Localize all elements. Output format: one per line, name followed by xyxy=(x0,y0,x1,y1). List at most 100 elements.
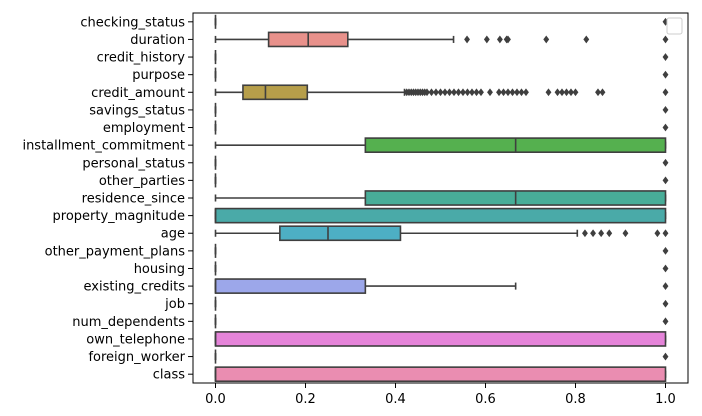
outlier-point xyxy=(662,158,669,167)
box-group-personal-status xyxy=(214,155,669,170)
outlier-point xyxy=(505,35,511,44)
outlier-point xyxy=(598,229,605,238)
box-group-num-dependents xyxy=(214,314,669,329)
box-group-savings-status xyxy=(214,102,669,117)
outlier-point xyxy=(590,229,596,238)
outlier-point xyxy=(662,317,669,326)
outlier-point xyxy=(505,88,511,97)
outlier-point xyxy=(514,88,520,97)
box-group-existing-credits xyxy=(214,278,669,294)
y-tick-label: installment_commitment xyxy=(22,139,185,154)
box-group-job xyxy=(214,296,669,311)
x-tick-label: 0.2 xyxy=(295,392,316,407)
outlier-point xyxy=(437,88,444,97)
outlier-point xyxy=(543,35,550,44)
outlier-point xyxy=(509,88,516,97)
x-tick-label: 0.8 xyxy=(565,392,586,407)
box-group-employment xyxy=(214,120,669,135)
outlier-point xyxy=(595,88,601,97)
y-tick-label: num_dependents xyxy=(72,315,185,330)
y-tick-label: own_telephone xyxy=(86,332,185,347)
outlier-point xyxy=(496,35,503,44)
outlier-point xyxy=(662,264,669,273)
box-group-other-payment-plans xyxy=(214,243,669,258)
outlier-point xyxy=(563,88,570,97)
box-iqr xyxy=(279,225,402,242)
x-tick-label: 0.0 xyxy=(205,392,226,407)
outlier-point xyxy=(433,88,439,97)
outlier-point xyxy=(473,88,480,97)
box-group-other-parties xyxy=(214,173,669,188)
y-tick-label: checking_status xyxy=(80,15,185,30)
outlier-point xyxy=(662,282,669,290)
outlier-point xyxy=(662,352,669,361)
y-tick-label: residence_since xyxy=(82,192,185,207)
outlier-point xyxy=(451,88,457,97)
outlier-point xyxy=(662,246,669,255)
outlier-point xyxy=(568,88,574,97)
y-tick-label: other_parties xyxy=(99,174,185,189)
box-group-own-telephone xyxy=(214,331,667,347)
outlier-point xyxy=(554,88,561,97)
outlier-point xyxy=(483,35,490,44)
x-tick-label: 1.0 xyxy=(655,392,676,407)
outlier-point xyxy=(654,229,661,238)
outlier-point xyxy=(545,88,552,97)
outlier-point xyxy=(662,299,669,308)
outlier-point xyxy=(446,88,453,97)
outlier-point xyxy=(622,229,629,238)
box-iqr xyxy=(214,331,667,347)
y-tick-label: credit_amount xyxy=(91,86,185,101)
legend-box xyxy=(666,17,683,35)
outlier-point xyxy=(428,88,435,97)
box-group-checking-status xyxy=(214,14,669,29)
box-group-housing xyxy=(214,261,669,276)
box-group-residence-since xyxy=(214,190,667,206)
outlier-point xyxy=(662,123,669,132)
outlier-point xyxy=(442,88,448,97)
box-group-credit-amount xyxy=(214,84,669,101)
x-tick-label: 0.4 xyxy=(385,392,406,407)
outlier-point xyxy=(606,229,613,238)
outlier-point xyxy=(662,229,669,238)
y-tick-label: property_magnitude xyxy=(53,209,185,224)
outlier-point xyxy=(500,88,507,97)
box-group-property-magnitude xyxy=(214,207,667,224)
plot-area xyxy=(214,14,669,383)
outlier-point xyxy=(662,176,669,185)
axes: checking_status duration credit_historypur… xyxy=(22,12,689,407)
y-tick-label: class xyxy=(153,368,185,383)
outlier-point xyxy=(469,88,475,97)
outlier-point xyxy=(464,35,470,44)
y-tick-label: personal_status xyxy=(82,156,185,171)
y-tick-label: age xyxy=(161,227,185,242)
outlier-point xyxy=(455,88,462,97)
outlier-point xyxy=(662,53,669,61)
outlier-point xyxy=(460,88,466,97)
box-iqr xyxy=(214,278,367,294)
y-tick-label: housing xyxy=(134,262,185,277)
outlier-point xyxy=(662,70,669,79)
y-tick-label: job xyxy=(164,297,185,312)
box-group-purpose xyxy=(214,67,669,82)
box-group-installment-commitment xyxy=(214,137,667,153)
box-iqr xyxy=(214,207,667,224)
outlier-point xyxy=(478,88,484,97)
outlier-point xyxy=(599,88,606,97)
box-group-class xyxy=(214,366,667,383)
box-group-age xyxy=(214,225,669,242)
y-tick-label: savings_status xyxy=(89,103,185,118)
outlier-point xyxy=(523,88,529,97)
box-iqr xyxy=(214,366,667,383)
outlier-point xyxy=(518,88,525,97)
outlier-point xyxy=(662,88,669,97)
outlier-point xyxy=(662,106,669,114)
box-group-foreign-worker xyxy=(214,349,669,364)
y-tick-label: purpose xyxy=(132,68,185,83)
y-tick-label: duration xyxy=(130,33,185,48)
outlier-point xyxy=(424,88,430,97)
y-tick-label: foreign_worker xyxy=(88,350,185,365)
y-tick-label: credit_history xyxy=(97,51,186,66)
